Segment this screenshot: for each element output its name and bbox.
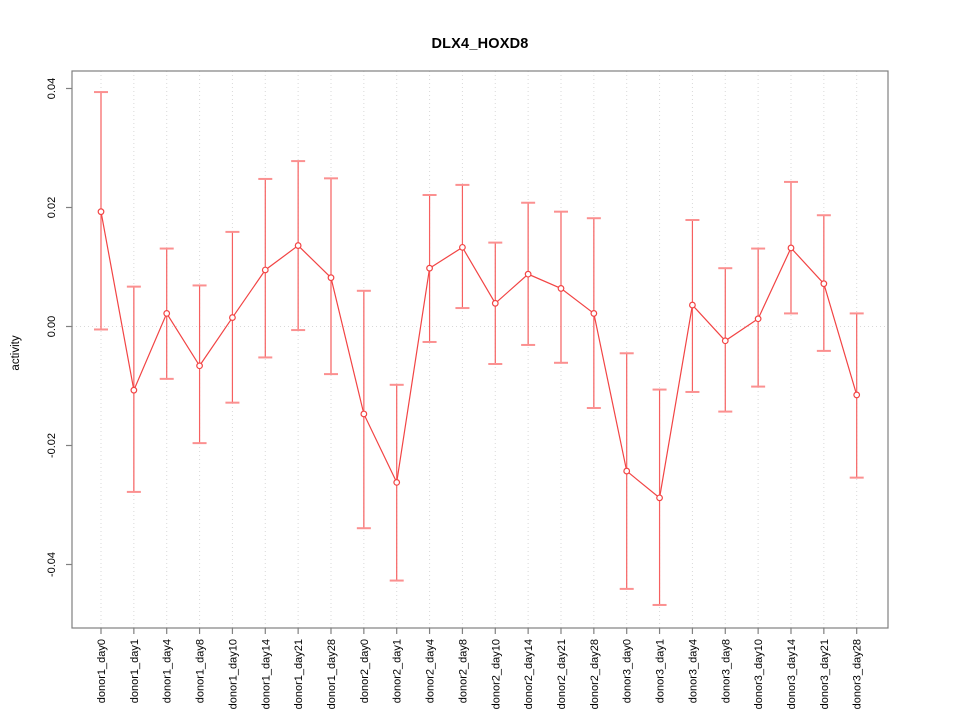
- x-tick-label: donor3_day0: [622, 639, 634, 703]
- x-tick-label: donor1_day4: [162, 639, 174, 703]
- data-point: [459, 243, 466, 251]
- data-point: [754, 315, 762, 323]
- data-point: [196, 362, 203, 370]
- x-tick-label: donor3_day10: [753, 639, 765, 709]
- data-point: [426, 264, 433, 272]
- x-tick-label: donor2_day4: [425, 639, 437, 703]
- data-point: [97, 208, 105, 216]
- data-point: [590, 310, 598, 317]
- data-point: [163, 310, 171, 317]
- x-tick-label: donor2_day10: [490, 639, 502, 709]
- x-tick-label: donor2_day8: [457, 639, 469, 703]
- x-tick-label: donor1_day8: [195, 639, 207, 703]
- data-point: [557, 285, 565, 292]
- x-tick-label: donor3_day14: [786, 639, 798, 709]
- data-point: [524, 270, 532, 278]
- data-point: [721, 337, 729, 345]
- x-tick-label: donor2_day1: [392, 639, 404, 703]
- data-point: [853, 391, 861, 399]
- y-tick-label: 0.02: [46, 197, 58, 218]
- data-point: [689, 301, 696, 309]
- y-tick-label: 0.00: [46, 316, 58, 337]
- x-tick-label: donor3_day8: [720, 639, 732, 703]
- data-point: [491, 299, 499, 307]
- data-point: [787, 244, 795, 252]
- x-tick-label: donor1_day21: [293, 639, 305, 709]
- x-tick-label: donor1_day0: [96, 639, 108, 703]
- data-point: [820, 280, 828, 288]
- data-point: [130, 386, 138, 394]
- x-tick-label: donor2_day21: [556, 639, 568, 709]
- data-point: [623, 467, 631, 475]
- x-tick-label: donor3_day28: [852, 639, 864, 709]
- y-tick-label: -0.02: [46, 433, 58, 458]
- x-tick-label: donor1_day10: [227, 639, 239, 709]
- axis-frame: [71, 70, 889, 629]
- x-tick-label: donor2_day14: [523, 639, 535, 709]
- data-point: [261, 266, 269, 274]
- x-tick-label: donor3_day4: [687, 639, 699, 703]
- data-point: [393, 478, 401, 486]
- y-tick-label: 0.04: [46, 78, 58, 99]
- data-point: [327, 274, 335, 282]
- series-line: [100, 211, 858, 499]
- x-tick-label: donor1_day28: [326, 639, 338, 709]
- x-tick-label: donor3_day21: [819, 639, 831, 709]
- x-tick-label: donor2_day28: [589, 639, 601, 709]
- data-point: [360, 410, 368, 418]
- x-tick-label: donor1_day14: [260, 639, 272, 709]
- x-tick-label: donor1_day1: [129, 639, 141, 703]
- x-tick-label: donor2_day0: [359, 639, 371, 703]
- y-tick-label: -0.04: [46, 552, 58, 577]
- chart-title: DLX4_HOXD8: [431, 36, 529, 52]
- x-tick-label: donor3_day1: [655, 639, 667, 703]
- data-point: [656, 494, 663, 502]
- data-point: [229, 314, 236, 321]
- data-point: [294, 242, 302, 249]
